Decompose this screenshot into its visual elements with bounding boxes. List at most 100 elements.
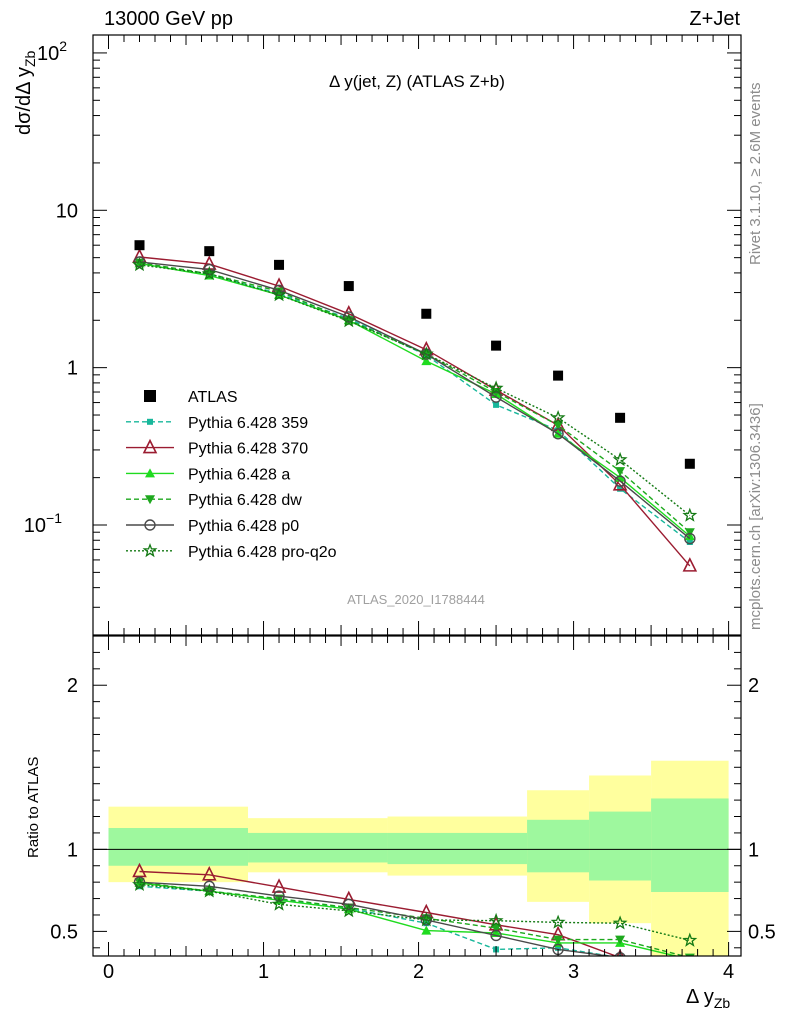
marker-star-open <box>142 542 158 558</box>
main-frame <box>92 34 742 636</box>
marker-circle-open <box>343 898 355 911</box>
series-line <box>139 262 691 543</box>
marker-square <box>493 401 500 408</box>
marker-square <box>687 958 693 964</box>
ratio-bands-group <box>93 760 741 956</box>
y-tick-label: 1 <box>67 358 78 380</box>
x-tick-label: 1 <box>258 961 269 983</box>
marker-triangle-open <box>271 878 287 893</box>
x-axis-label: Δ yZb <box>686 986 730 1011</box>
marker-circle-open <box>685 959 695 969</box>
energy-label: 13000 GeV pp <box>104 8 233 30</box>
marker-square <box>134 240 145 251</box>
legend-entry: Pythia 6.428 dw <box>126 492 302 509</box>
marker-circle-open <box>684 532 696 545</box>
marker-triangle <box>145 468 155 478</box>
ratio-y-tick-label: 1 <box>67 839 78 861</box>
marker-triangle-down <box>343 903 354 913</box>
marker-circle-open <box>552 428 564 440</box>
marker-square <box>553 370 564 381</box>
legend-label: Pythia 6.428 359 <box>188 415 308 432</box>
legend-entry: Pythia 6.428 a <box>126 466 290 483</box>
marker-square <box>617 485 624 492</box>
marker-triangle-down <box>421 914 432 924</box>
marker-star-open <box>550 914 566 929</box>
watermark: ATLAS_2020_I1788444 <box>347 592 485 607</box>
legend-label: Pythia 6.428 dw <box>188 492 302 509</box>
marker-triangle-down <box>684 953 695 956</box>
marker-star-open <box>341 903 357 918</box>
marker-circle-open <box>490 391 502 403</box>
marker-circle-open <box>490 929 502 942</box>
marker-star-open <box>682 507 698 522</box>
legend-entry: Pythia 6.428 370 <box>126 438 308 458</box>
marker-triangle-down <box>553 421 564 431</box>
legend-label: Pythia 6.428 p0 <box>188 518 299 535</box>
marker-square <box>147 418 153 425</box>
marker-star-open <box>132 876 147 892</box>
marker-triangle <box>421 925 432 935</box>
x-tick-label: 2 <box>413 961 424 983</box>
x-tick-label: 3 <box>568 961 579 983</box>
legend-label: Pythia 6.428 370 <box>188 441 308 458</box>
marker-triangle-down <box>684 528 695 538</box>
process-label: Z+Jet <box>689 8 740 30</box>
legend: ATLAS Pythia 6.428 359 Pythia 6.428 370 Pyt… <box>126 389 337 561</box>
marker-triangle-down <box>145 495 155 505</box>
inner-band-bin <box>387 832 528 865</box>
marker-square <box>615 412 626 423</box>
legend-entry: Pythia 6.428 pro-q2o <box>126 542 337 561</box>
ratio-panel-plot <box>132 862 698 982</box>
ratio-frame <box>92 635 742 957</box>
plot-title: Δ y(jet, Z) (ATLAS Z+b) <box>329 72 505 91</box>
inner-band-bin <box>527 819 590 873</box>
y-tick-label: 102 <box>37 38 67 65</box>
legend-label: ATLAS <box>188 389 238 406</box>
marker-triangle-down <box>553 935 564 945</box>
series-line <box>139 264 691 517</box>
x-tick-label: 0 <box>103 961 114 983</box>
marker-square <box>686 538 693 545</box>
ratio-series-pythia-6-428-pro-q2o <box>132 876 698 947</box>
legend-label: Pythia 6.428 a <box>188 466 290 483</box>
ratio-y-tick-label: 2 <box>67 675 78 697</box>
axes: 10−1 1 10 102 0.5 0.5 1 1 2 2 0 1 2 3 4 <box>24 34 776 983</box>
marker-circle-open <box>144 519 156 531</box>
inner-band-bin <box>589 811 652 881</box>
marker-square <box>274 259 285 270</box>
uncertainty-bands <box>93 760 741 956</box>
marker-triangle-down <box>134 258 145 268</box>
ratio-y-tick-label-right: 2 <box>748 675 759 697</box>
marker-star-open <box>612 915 628 930</box>
marker-square <box>491 340 502 351</box>
marker-star-open <box>271 896 287 911</box>
marker-star-open <box>418 346 434 361</box>
marker-circle-open <box>273 890 285 902</box>
legend-entry: ATLAS <box>144 389 238 406</box>
marker-star-open <box>682 932 698 947</box>
marker-triangle-open <box>684 970 696 982</box>
marker-triangle-down <box>615 467 626 477</box>
main-panel-plot <box>132 240 698 572</box>
y-tick-label: 10 <box>56 200 78 222</box>
inner-band-bin <box>248 832 388 863</box>
marker-circle-open <box>343 311 355 323</box>
series-pythia-6-428-pro-q2o <box>132 257 698 522</box>
marker-star-open <box>341 313 357 328</box>
marker-triangle-down <box>615 935 626 945</box>
marker-circle-open <box>203 263 215 276</box>
marker-triangle-open <box>201 865 217 881</box>
legend-entry: Pythia 6.428 359 <box>126 415 308 432</box>
marker-star-open <box>488 912 504 928</box>
marker-square <box>204 246 215 257</box>
main-series-group <box>132 240 698 572</box>
marker-circle-open <box>203 880 215 892</box>
y-axis-label: dσ/dΔ yZb <box>13 50 38 135</box>
marker-square <box>343 281 354 292</box>
ratio-y-tick-label-right: 1 <box>748 839 759 861</box>
marker-star-open <box>132 257 147 272</box>
ratio-series-line <box>139 883 690 942</box>
marker-triangle-open <box>682 557 698 572</box>
